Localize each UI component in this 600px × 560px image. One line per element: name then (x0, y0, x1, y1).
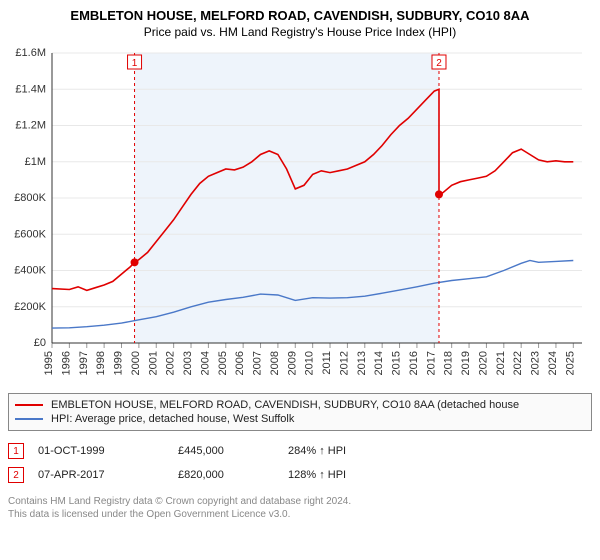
sale-pct: 128% ↑ HPI (288, 469, 418, 481)
x-tick-label: 2000 (130, 351, 142, 375)
marker-number: 2 (436, 58, 442, 69)
x-tick-label: 2008 (269, 351, 281, 375)
x-tick-label: 2018 (443, 351, 455, 375)
chart-title: EMBLETON HOUSE, MELFORD ROAD, CAVENDISH,… (8, 8, 592, 23)
y-tick-label: £1.6M (15, 47, 46, 59)
x-tick-label: 2024 (547, 351, 559, 375)
legend: EMBLETON HOUSE, MELFORD ROAD, CAVENDISH,… (8, 393, 592, 431)
x-tick-label: 2004 (199, 351, 211, 375)
x-tick-label: 2020 (477, 351, 489, 375)
sale-pct: 284% ↑ HPI (288, 445, 418, 457)
x-tick-label: 2002 (165, 351, 177, 375)
legend-swatch (15, 418, 43, 420)
y-tick-label: £800K (14, 192, 46, 204)
sale-price: £445,000 (178, 445, 288, 457)
chart-subtitle: Price paid vs. HM Land Registry's House … (8, 25, 592, 39)
sale-number-box: 1 (8, 443, 24, 459)
y-tick-label: £200K (14, 301, 46, 313)
footer-line-2: This data is licensed under the Open Gov… (8, 508, 592, 521)
marker-dot (435, 190, 443, 198)
x-tick-label: 2011 (321, 351, 333, 375)
legend-label: HPI: Average price, detached house, West… (51, 413, 294, 425)
y-tick-label: £600K (14, 228, 46, 240)
x-tick-label: 1996 (60, 351, 72, 375)
x-tick-label: 1995 (43, 351, 55, 375)
sale-date: 01-OCT-1999 (38, 445, 178, 457)
x-tick-label: 2023 (530, 351, 542, 375)
legend-row: HPI: Average price, detached house, West… (15, 412, 585, 426)
x-tick-label: 2006 (234, 351, 246, 375)
legend-row: EMBLETON HOUSE, MELFORD ROAD, CAVENDISH,… (15, 398, 585, 412)
y-tick-label: £1M (25, 156, 46, 168)
x-tick-label: 2001 (147, 351, 159, 375)
x-tick-label: 2007 (252, 351, 264, 375)
x-tick-label: 2022 (512, 351, 524, 375)
x-tick-label: 1998 (95, 351, 107, 375)
x-tick-label: 1999 (113, 351, 125, 375)
x-tick-label: 2003 (182, 351, 194, 375)
y-tick-label: £1.2M (15, 120, 46, 132)
sales-table: 1 01-OCT-1999£445,000284% ↑ HPI 2 07-APR-20… (8, 439, 592, 487)
legend-swatch (15, 404, 43, 406)
marker-dot (131, 258, 139, 266)
y-tick-label: £0 (34, 337, 46, 349)
x-tick-label: 2015 (391, 351, 403, 375)
x-tick-label: 2017 (425, 351, 437, 375)
sale-number-box: 2 (8, 467, 24, 483)
footer-attribution: Contains HM Land Registry data © Crown c… (8, 495, 592, 521)
chart-area: £0 £200K £400K £600K £800K £1M £1.2M £1.4M £1.6M… (8, 47, 592, 387)
sale-price: £820,000 (178, 469, 288, 481)
x-tick-label: 2005 (217, 351, 229, 375)
x-tick-label: 2025 (564, 351, 576, 375)
sale-date: 07-APR-2017 (38, 469, 178, 481)
line-chart-svg: £0 £200K £400K £600K £800K £1M £1.2M £1.4M £1.6M… (8, 47, 592, 387)
legend-label: EMBLETON HOUSE, MELFORD ROAD, CAVENDISH,… (51, 399, 519, 411)
y-tick-label: £400K (14, 265, 46, 277)
x-tick-label: 2014 (373, 351, 385, 375)
x-tick-label: 2009 (286, 351, 298, 375)
marker-number: 1 (132, 58, 138, 69)
sale-row: 2 07-APR-2017£820,000128% ↑ HPI (8, 463, 592, 487)
y-tick-label: £1.4M (15, 83, 46, 95)
x-tick-label: 2019 (460, 351, 472, 375)
x-tick-label: 2010 (304, 351, 316, 375)
x-tick-label: 2016 (408, 351, 420, 375)
x-tick-label: 2021 (495, 351, 507, 375)
x-tick-label: 1997 (78, 351, 90, 375)
chart-container: EMBLETON HOUSE, MELFORD ROAD, CAVENDISH,… (0, 0, 600, 525)
footer-line-1: Contains HM Land Registry data © Crown c… (8, 495, 592, 508)
x-tick-label: 2013 (356, 351, 368, 375)
x-tick-label: 2012 (338, 351, 350, 375)
sale-row: 1 01-OCT-1999£445,000284% ↑ HPI (8, 439, 592, 463)
